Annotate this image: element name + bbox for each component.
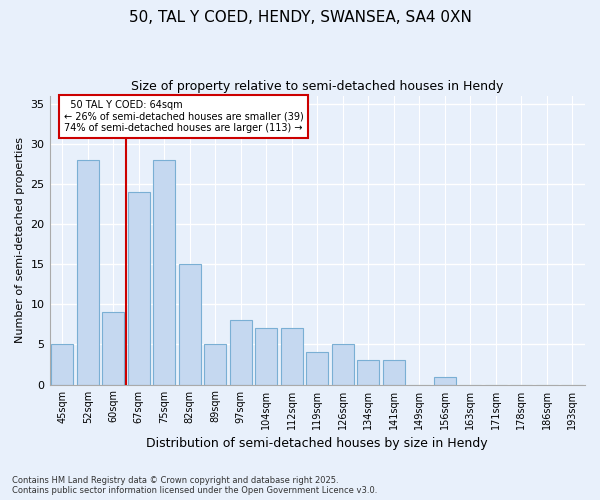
Bar — [358, 360, 379, 384]
Text: 50, TAL Y COED, HENDY, SWANSEA, SA4 0XN: 50, TAL Y COED, HENDY, SWANSEA, SA4 0XN — [128, 10, 472, 25]
Bar — [205, 344, 226, 385]
Text: 50 TAL Y COED: 64sqm
← 26% of semi-detached houses are smaller (39)
74% of semi-: 50 TAL Y COED: 64sqm ← 26% of semi-detac… — [64, 100, 304, 133]
X-axis label: Distribution of semi-detached houses by size in Hendy: Distribution of semi-detached houses by … — [146, 437, 488, 450]
Bar — [128, 192, 149, 384]
Bar — [307, 352, 328, 384]
Bar — [77, 160, 98, 384]
Bar — [434, 376, 455, 384]
Bar — [281, 328, 302, 384]
Bar — [179, 264, 200, 384]
Bar — [154, 160, 175, 384]
Text: Contains HM Land Registry data © Crown copyright and database right 2025.
Contai: Contains HM Land Registry data © Crown c… — [12, 476, 377, 495]
Bar — [103, 312, 124, 384]
Title: Size of property relative to semi-detached houses in Hendy: Size of property relative to semi-detach… — [131, 80, 503, 93]
Bar — [332, 344, 353, 385]
Bar — [230, 320, 251, 384]
Bar — [52, 344, 73, 385]
Y-axis label: Number of semi-detached properties: Number of semi-detached properties — [15, 137, 25, 343]
Bar — [256, 328, 277, 384]
Bar — [383, 360, 404, 384]
